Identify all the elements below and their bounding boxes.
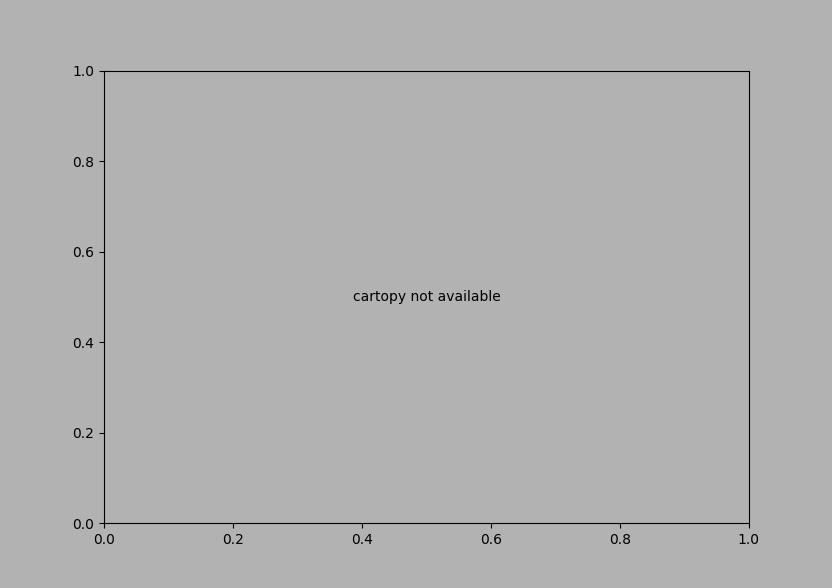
Text: cartopy not available: cartopy not available [353, 290, 500, 304]
